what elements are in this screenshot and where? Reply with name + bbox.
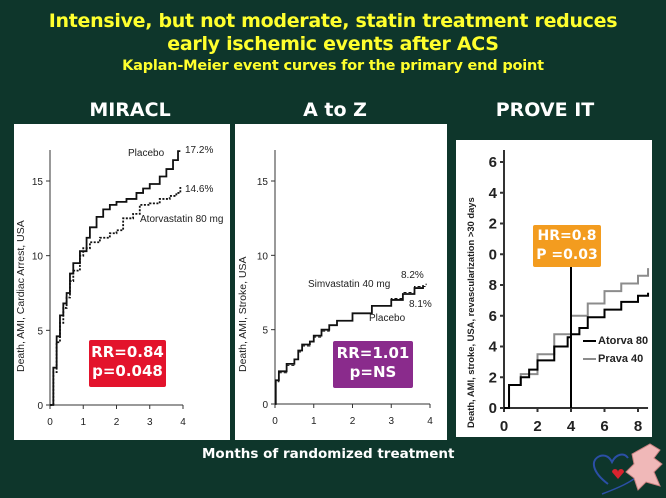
ylabel-proveit: Death, AMI, stroke, USA, revascularizati… xyxy=(465,197,476,428)
y-tick-label: 10 xyxy=(32,252,44,263)
y-tick-label: 0 xyxy=(489,400,497,417)
x-tick-label: 2 xyxy=(350,416,356,427)
end-label-simvastatin: 8.2% xyxy=(401,270,424,281)
ylabel-miracl: Death, AMI, Cardiac Arrest, USA xyxy=(15,220,27,372)
y-tick-label: 6 xyxy=(489,154,497,171)
ylabel-atoz: Death, AMI, Stroke, USA xyxy=(237,256,249,372)
x-tick-label: 2 xyxy=(533,418,541,435)
slide-subtitle: Kaplan-Meier event curves for the primar… xyxy=(122,58,544,74)
y-tick-label: 0 xyxy=(262,400,268,411)
p-value: p=NS xyxy=(349,363,397,381)
hr-box-proveit: HR=0.8 P =0.03 xyxy=(533,225,601,267)
p-value: p=0.048 xyxy=(92,362,163,380)
x-tick-label: 6 xyxy=(600,418,608,435)
chart-title-proveit: PROVE IT xyxy=(495,99,595,121)
series-label-placebo: Placebo xyxy=(128,148,165,159)
p-value: P =0.03 xyxy=(536,247,598,263)
society-logo-icon xyxy=(592,443,663,495)
x-tick-label: 4 xyxy=(180,417,186,428)
x-tick-label: 8 xyxy=(634,418,642,435)
chart-title-miracl: MIRACL xyxy=(89,99,171,121)
slide-title-line1: Intensive, but not moderate, statin trea… xyxy=(48,10,618,32)
x-tick-label: 0 xyxy=(500,418,508,435)
y-tick-label: 6 xyxy=(489,308,497,325)
y-tick-label: 0 xyxy=(37,401,43,412)
rr-value: RR=0.84 xyxy=(91,343,164,361)
x-tick-label: 4 xyxy=(427,416,433,427)
y-tick-label: 10 xyxy=(257,251,269,262)
y-tick-label: 5 xyxy=(37,326,43,337)
series-line-atorvastatin-80-mg xyxy=(50,186,182,406)
series-label-placebo-atoz: Placebo xyxy=(369,313,406,324)
series-label-simvastatin: Simvastatin 40 mg xyxy=(308,279,391,290)
y-tick-label: 5 xyxy=(262,326,268,337)
y-tick-label: 15 xyxy=(32,177,44,188)
y-tick-label: 15 xyxy=(257,177,269,188)
x-tick-label: 3 xyxy=(388,416,394,427)
end-label-placebo-atoz: 8.1% xyxy=(409,299,432,310)
x-tick-label: 0 xyxy=(272,416,278,427)
series-line-simvastatin-40-mg xyxy=(274,285,424,405)
x-tick-label: 4 xyxy=(567,418,576,435)
y-tick-label: 8 xyxy=(489,277,497,294)
series-line-placebo xyxy=(50,150,181,406)
legend-prava: Prava 40 xyxy=(598,353,644,365)
chart-title-atoz: A to Z xyxy=(303,99,367,121)
series-label-atorvastatin: Atorvastatin 80 mg xyxy=(140,214,224,225)
y-tick-label: 0 xyxy=(489,246,497,263)
x-tick-label: 2 xyxy=(114,417,120,428)
rr-box-atoz: RR=1.01 p=NS xyxy=(333,341,413,388)
series-line-atorva-80 xyxy=(504,292,650,409)
end-label-atorvastatin: 14.6% xyxy=(185,184,214,195)
y-tick-label: 4 xyxy=(489,339,498,356)
x-tick-label: 1 xyxy=(80,417,86,428)
panel-proveit xyxy=(456,140,652,437)
slide-title-line2: early ischemic events after ACS xyxy=(167,33,499,55)
y-tick-label: 2 xyxy=(489,369,497,386)
x-tick-label: 1 xyxy=(311,416,317,427)
x-tick-label: 0 xyxy=(47,417,53,428)
rr-value: RR=1.01 xyxy=(336,344,410,362)
x-tick-label: 3 xyxy=(147,417,153,428)
rr-box-miracl: RR=0.84 p=0.048 xyxy=(89,340,166,387)
y-tick-label: 2 xyxy=(489,216,497,233)
end-label-placebo: 17.2% xyxy=(185,145,214,156)
hr-value: HR=0.8 xyxy=(537,228,597,244)
legend-atorva: Atorva 80 xyxy=(598,335,649,347)
shared-xlabel: Months of randomized treatment xyxy=(202,446,455,462)
y-tick-label: 4 xyxy=(489,185,498,202)
